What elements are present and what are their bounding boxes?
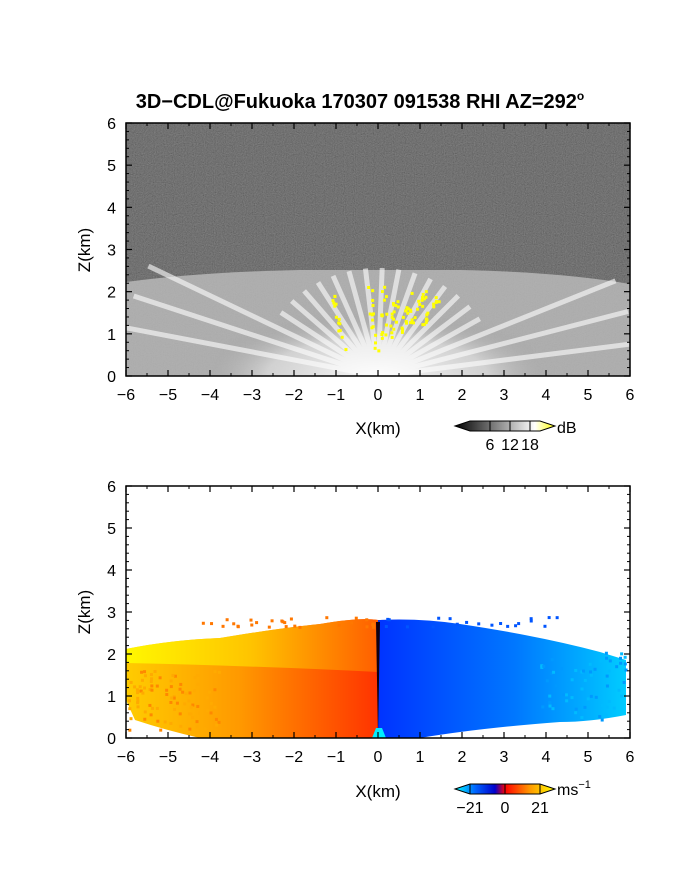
velocity-xtick-label: −3 <box>243 749 261 766</box>
velocity-axes: −6 −5 −4 −3 −2 −1 0 1 2 3 4 5 6 0 1 2 3 4 5 6 <box>107 479 634 766</box>
velocity-xtick-label: 5 <box>584 749 593 766</box>
velocity-ytick-label: 2 <box>107 647 116 664</box>
snr-xtick-label: 3 <box>500 387 509 404</box>
velocity-xtick-label: −5 <box>159 749 177 766</box>
velocity-heatmap <box>126 486 630 738</box>
velocity-ytick-label: 5 <box>107 521 116 538</box>
snr-xtick-label: −5 <box>159 387 177 404</box>
velocity-xtick-label: −4 <box>201 749 219 766</box>
snr-ylabel: Z(km) <box>75 228 94 272</box>
velocity-xtick-label: 3 <box>500 749 509 766</box>
velocity-ytick-label: 0 <box>107 731 116 748</box>
snr-xtick-label: −1 <box>327 387 345 404</box>
snr-xtick-label: 5 <box>584 387 593 404</box>
snr-colorbar: dB 6 12 18 <box>453 420 577 454</box>
snr-xtick-label: −3 <box>243 387 261 404</box>
snr-xtick-label: −2 <box>285 387 303 404</box>
snr-xtick-label: 4 <box>542 387 551 404</box>
snr-xtick-label: 2 <box>458 387 467 404</box>
snr-xtick-label: 6 <box>626 387 635 404</box>
velocity-colorbar-unit: ms−1 <box>557 779 591 799</box>
velocity-speckles <box>128 616 628 733</box>
snr-xtick-label: −6 <box>117 387 135 404</box>
snr-colorbar-unit: dB <box>557 420 577 437</box>
velocity-panel: −6 −5 −4 −3 −2 −1 0 1 2 3 4 5 6 0 1 2 3 4 5 6 X(km) Z(km) m… <box>75 479 635 817</box>
velocity-colorbar-tick: −21 <box>456 800 483 817</box>
velocity-xtick-label: −2 <box>285 749 303 766</box>
snr-axes: −6 −5 −4 −3 −2 −1 0 1 2 3 4 5 6 0 1 2 3 4 5 6 <box>107 116 634 404</box>
velocity-xtick-label: −6 <box>117 749 135 766</box>
velocity-xtick-label: 4 <box>542 749 551 766</box>
snr-ytick-label: 6 <box>107 116 116 133</box>
velocity-xtick-label: 6 <box>626 749 635 766</box>
velocity-xtick-label: 2 <box>458 749 467 766</box>
velocity-xtick-label: 1 <box>416 749 425 766</box>
snr-xtick-label: −4 <box>201 387 219 404</box>
velocity-ytick-label: 1 <box>107 689 116 706</box>
velocity-xtick-label: −1 <box>327 749 345 766</box>
snr-xtick-label: 1 <box>416 387 425 404</box>
snr-colorbar-tick: 6 <box>486 437 495 454</box>
snr-xlabel: X(km) <box>355 419 400 438</box>
snr-colorbar-tick: 18 <box>521 437 539 454</box>
snr-heatmap <box>126 123 630 376</box>
snr-ytick-label: 1 <box>107 327 116 344</box>
snr-ytick-label: 0 <box>107 369 116 386</box>
snr-ytick-label: 2 <box>107 285 116 302</box>
snr-xtick-label: 0 <box>374 387 383 404</box>
snr-ytick-label: 5 <box>107 158 116 175</box>
snr-ytick-label: 4 <box>107 200 116 217</box>
figure-title: 3D−CDL@Fukuoka 170307 091538 RHI AZ=292o <box>136 89 585 113</box>
velocity-ylabel: Z(km) <box>75 590 94 634</box>
velocity-ytick-label: 3 <box>107 605 116 622</box>
velocity-ytick-label: 4 <box>107 563 116 580</box>
velocity-ytick-label: 6 <box>107 479 116 496</box>
velocity-colorbar: ms−1 −21 0 21 <box>453 779 591 817</box>
snr-colorbar-tick: 12 <box>501 437 519 454</box>
velocity-xtick-label: 0 <box>374 749 383 766</box>
snr-high-values <box>331 285 441 353</box>
velocity-colorbar-tick: 21 <box>531 800 549 817</box>
snr-ytick-label: 3 <box>107 243 116 260</box>
velocity-xlabel: X(km) <box>355 782 400 801</box>
velocity-colorbar-tick: 0 <box>501 800 510 817</box>
